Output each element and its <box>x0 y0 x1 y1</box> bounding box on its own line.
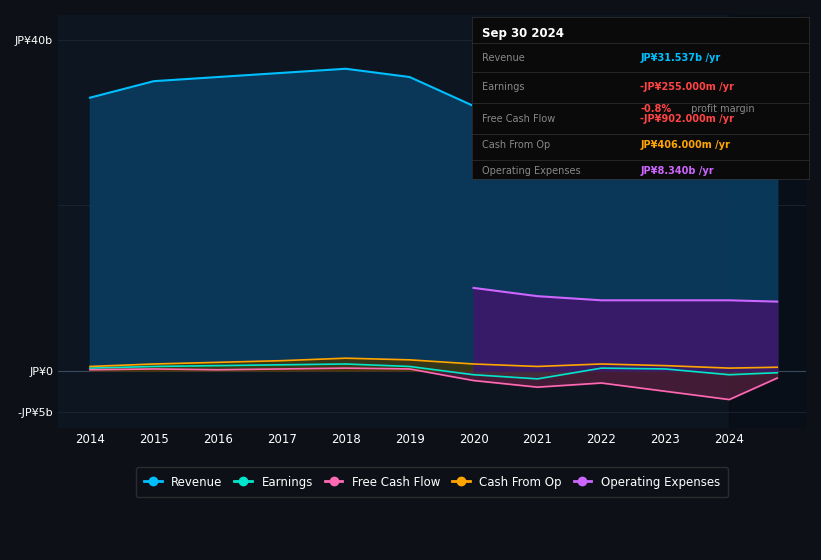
Text: Cash From Op: Cash From Op <box>482 140 550 150</box>
Text: Revenue: Revenue <box>482 53 525 63</box>
Text: profit margin: profit margin <box>687 105 754 114</box>
Text: -JP¥902.000m /yr: -JP¥902.000m /yr <box>640 114 734 124</box>
Legend: Revenue, Earnings, Free Cash Flow, Cash From Op, Operating Expenses: Revenue, Earnings, Free Cash Flow, Cash … <box>135 468 728 497</box>
Bar <box>729 15 806 428</box>
Text: JP¥8.340b /yr: JP¥8.340b /yr <box>640 166 714 176</box>
Text: -JP¥255.000m /yr: -JP¥255.000m /yr <box>640 82 734 92</box>
Text: -0.8%: -0.8% <box>640 105 672 114</box>
Text: JP¥406.000m /yr: JP¥406.000m /yr <box>640 140 730 150</box>
Text: Operating Expenses: Operating Expenses <box>482 166 580 176</box>
Text: Free Cash Flow: Free Cash Flow <box>482 114 556 124</box>
Text: JP¥31.537b /yr: JP¥31.537b /yr <box>640 53 721 63</box>
Text: Sep 30 2024: Sep 30 2024 <box>482 26 564 40</box>
Text: Earnings: Earnings <box>482 82 525 92</box>
